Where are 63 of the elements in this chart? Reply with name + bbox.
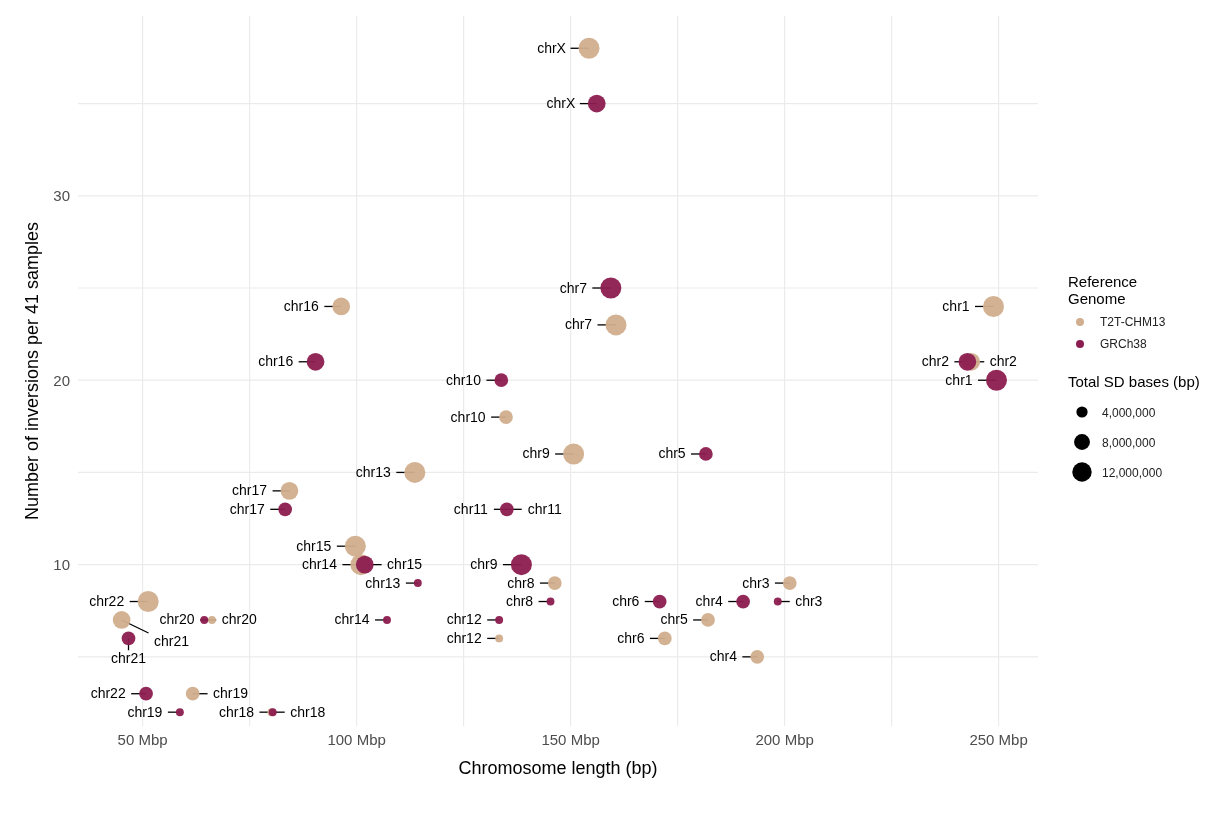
y-tick-label: 30 xyxy=(53,187,70,205)
annotation: chr6 xyxy=(617,629,645,646)
annotation: chr11 xyxy=(453,500,489,517)
y-tick-label: 20 xyxy=(53,371,70,389)
x-axis-title: Chromosome length (bp) xyxy=(458,758,658,778)
legend-label: T2T-CHM13 xyxy=(1100,315,1166,329)
annotation: chr16 xyxy=(283,297,320,314)
legend-title: Reference Genome xyxy=(1068,273,1139,307)
text: Total SD bases (bp) xyxy=(1068,373,1201,390)
annotation: chrX xyxy=(537,39,567,56)
x-tick-label: 50 Mbp xyxy=(117,730,168,748)
annotation: chr18 xyxy=(218,703,255,720)
annotation: chr19 xyxy=(127,703,163,720)
annotation: chr3 xyxy=(795,593,823,610)
annotation: chr16 xyxy=(258,353,294,370)
annotation: chr12 xyxy=(446,611,482,628)
annotation: chr13 xyxy=(365,574,401,591)
x-tick-label: 200 Mbp xyxy=(755,730,814,748)
annotation: chr22 xyxy=(89,593,125,610)
annotation: chr20 xyxy=(221,611,257,628)
annotation: chr18 xyxy=(290,703,326,720)
x-tick-label: 100 Mbp xyxy=(327,730,386,748)
legend-label: 8,000,000 xyxy=(1102,436,1156,450)
annotation: chr10 xyxy=(450,408,486,425)
annotation: chr17 xyxy=(232,482,268,499)
annotation: chr4 xyxy=(695,593,724,610)
annotation: chr7 xyxy=(559,279,588,296)
annotation: chr13 xyxy=(355,463,392,480)
annotation: chr15 xyxy=(387,556,423,573)
x-tick-label: 150 Mbp xyxy=(541,730,600,748)
y-tick-label: 10 xyxy=(53,555,70,573)
annotation: chr5 xyxy=(658,445,686,462)
annotation: chr15 xyxy=(296,537,332,554)
annotation: chr2 xyxy=(989,353,1018,370)
annotation: chr14 xyxy=(301,556,338,573)
annotation: chr4 xyxy=(709,648,738,665)
annotation: chr12 xyxy=(446,629,482,646)
x-tick-label: 250 Mbp xyxy=(969,730,1028,748)
annotation: chr3 xyxy=(742,574,770,591)
annotation: chr10 xyxy=(445,371,482,388)
annotation: chr6 xyxy=(612,593,640,610)
annotation: chr14 xyxy=(334,611,370,628)
annotation: chr9 xyxy=(522,445,550,462)
annotation: chr20 xyxy=(159,611,195,628)
annotation: chr2 xyxy=(921,353,950,370)
annotation: chr1 xyxy=(942,297,970,314)
annotation: chr5 xyxy=(660,611,688,628)
annotation: chr19 xyxy=(213,685,249,702)
annotation: chr8 xyxy=(505,593,534,610)
y-axis-title: Number of inversions per 41 samples xyxy=(22,221,43,521)
annotation: chr9 xyxy=(470,556,498,573)
legend-label: 4,000,000 xyxy=(1102,406,1156,420)
annotation: chr17 xyxy=(229,500,265,517)
annotation: chrX xyxy=(546,95,576,112)
annotation: chr22 xyxy=(90,685,126,702)
annotation: chr11 xyxy=(527,500,562,517)
legend-label: 12,000,000 xyxy=(1102,466,1163,480)
annotation: chr21 xyxy=(154,632,190,649)
annotation: chr7 xyxy=(564,316,593,333)
annotation: chr8 xyxy=(507,574,535,591)
legend-label: GRCh38 xyxy=(1100,337,1147,351)
annotation: chr21 xyxy=(110,650,147,667)
annotation: chr1 xyxy=(945,371,973,388)
